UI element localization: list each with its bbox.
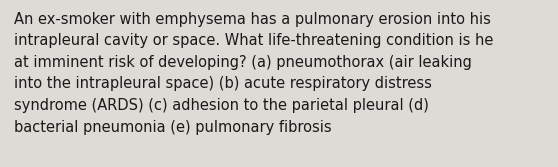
Text: An ex-smoker with emphysema has a pulmonary erosion into his
intrapleural cavity: An ex-smoker with emphysema has a pulmon… [14, 12, 493, 135]
